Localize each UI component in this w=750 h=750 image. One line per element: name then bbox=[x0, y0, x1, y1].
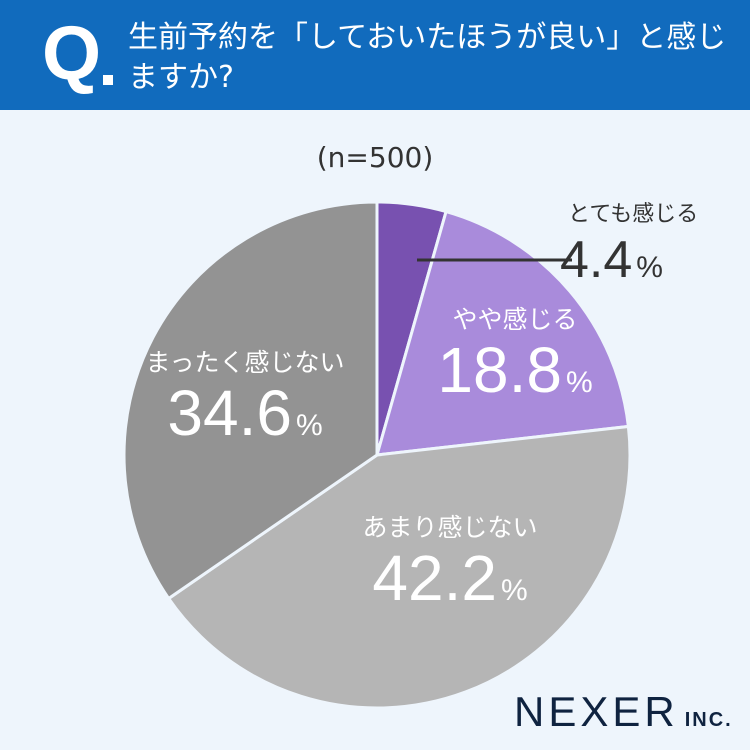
label-not-at-all: まったく感じない 34.6% bbox=[145, 348, 345, 449]
label-not-much: あまり感じない 42.2% bbox=[362, 513, 538, 614]
nexer-logo: NEXER INC. bbox=[514, 688, 733, 735]
q-mark: Q bbox=[42, 11, 101, 96]
pie-slice bbox=[374, 209, 631, 457]
label-somewhat: やや感じる 18.8% bbox=[437, 305, 593, 406]
q-dot bbox=[103, 75, 113, 85]
pie-slice bbox=[122, 200, 379, 601]
header-banner: Q 生前予約を「しておいたほうが良い」と感じますか? bbox=[0, 0, 750, 110]
question-title: 生前予約を「しておいたほうが良い」と感じますか? bbox=[128, 20, 727, 95]
label-very: とても感じる 4.4% bbox=[560, 202, 699, 289]
sample-size: (n=500) bbox=[316, 141, 434, 174]
pie-slice bbox=[166, 424, 632, 710]
